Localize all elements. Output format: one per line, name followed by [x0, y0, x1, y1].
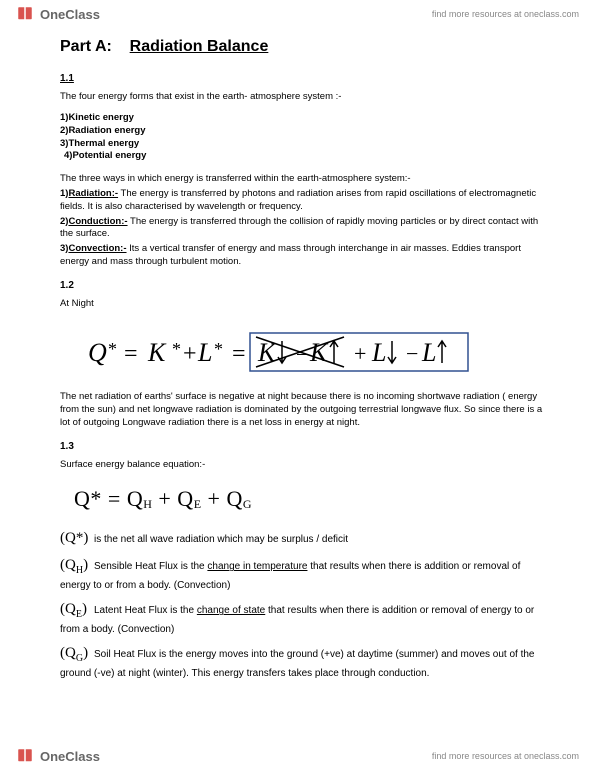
page-header: OneClass find more resources at oneclass…	[0, 0, 595, 28]
brand: OneClass	[16, 5, 100, 23]
brand-name: OneClass	[40, 7, 100, 22]
equation-2: Q* = QH + QE + QG	[74, 484, 543, 514]
svg-text:*: *	[172, 339, 181, 359]
svg-text:L: L	[371, 338, 386, 367]
equation-1: Q * = K * + L * = K − K + L	[60, 327, 543, 377]
svg-text:=: =	[124, 341, 138, 367]
svg-text:+: +	[354, 341, 366, 366]
list-item: 4)Potential energy	[64, 150, 543, 163]
section-1-2-sub: At Night	[60, 298, 543, 311]
resources-link-bottom[interactable]: find more resources at oneclass.com	[432, 751, 579, 761]
list-item: 2)Radiation energy	[60, 125, 543, 138]
book-icon	[16, 747, 34, 765]
svg-text:*: *	[214, 339, 223, 359]
document-body: Part A: Radiation Balance 1.1 The four e…	[60, 36, 543, 734]
way-3: 3)Convection:- Its a vertical transfer o…	[60, 243, 543, 269]
section-1-3: 1.3	[60, 440, 543, 454]
def-qh: (QH) Sensible Heat Flux is the change in…	[60, 555, 543, 593]
ways-intro: The three ways in which energy is transf…	[60, 173, 543, 186]
brand-footer: OneClass	[16, 747, 100, 765]
section-1-2: 1.2	[60, 279, 543, 293]
list-item: 3)Thermal energy	[60, 138, 543, 151]
def-qe: (QE) Latent Heat Flux is the change of s…	[60, 599, 543, 637]
brand-name: OneClass	[40, 749, 100, 764]
svg-text:+: +	[183, 341, 197, 367]
svg-text:L: L	[421, 338, 436, 367]
book-icon	[16, 5, 34, 23]
section-1-1: 1.1	[60, 72, 543, 86]
svg-text:Q: Q	[88, 338, 107, 367]
way-1: 1)Radiation:- The energy is transferred …	[60, 188, 543, 214]
equation-svg: Q * = K * + L * = K − K + L	[78, 327, 478, 377]
def-qg: (QG) Soil Heat Flux is the energy moves …	[60, 643, 543, 681]
resources-link-top[interactable]: find more resources at oneclass.com	[432, 9, 579, 19]
svg-text:*: *	[108, 339, 117, 359]
svg-text:−: −	[406, 341, 418, 366]
svg-text:L: L	[197, 338, 212, 367]
intro-text: The four energy forms that exist in the …	[60, 91, 543, 104]
night-paragraph: The net radiation of earths' surface is …	[60, 391, 543, 429]
svg-text:−: −	[296, 344, 307, 366]
definitions: (Q*) is the net all wave radiation which…	[60, 528, 543, 682]
part-label: Part A:	[60, 38, 112, 55]
svg-text:=: =	[232, 341, 246, 367]
energy-forms-list: 1)Kinetic energy 2)Radiation energy 3)Th…	[60, 112, 543, 163]
way-2: 2)Conduction:- The energy is transferred…	[60, 216, 543, 242]
part-heading: Radiation Balance	[130, 38, 269, 55]
section-1-3-sub: Surface energy balance equation:-	[60, 459, 543, 472]
part-title: Part A: Radiation Balance	[60, 36, 543, 58]
page-footer: OneClass find more resources at oneclass…	[0, 742, 595, 770]
list-item: 1)Kinetic energy	[60, 112, 543, 125]
def-qstar: (Q*) is the net all wave radiation which…	[60, 528, 543, 550]
transfer-ways: The three ways in which energy is transf…	[60, 173, 543, 269]
svg-text:K: K	[147, 338, 167, 367]
